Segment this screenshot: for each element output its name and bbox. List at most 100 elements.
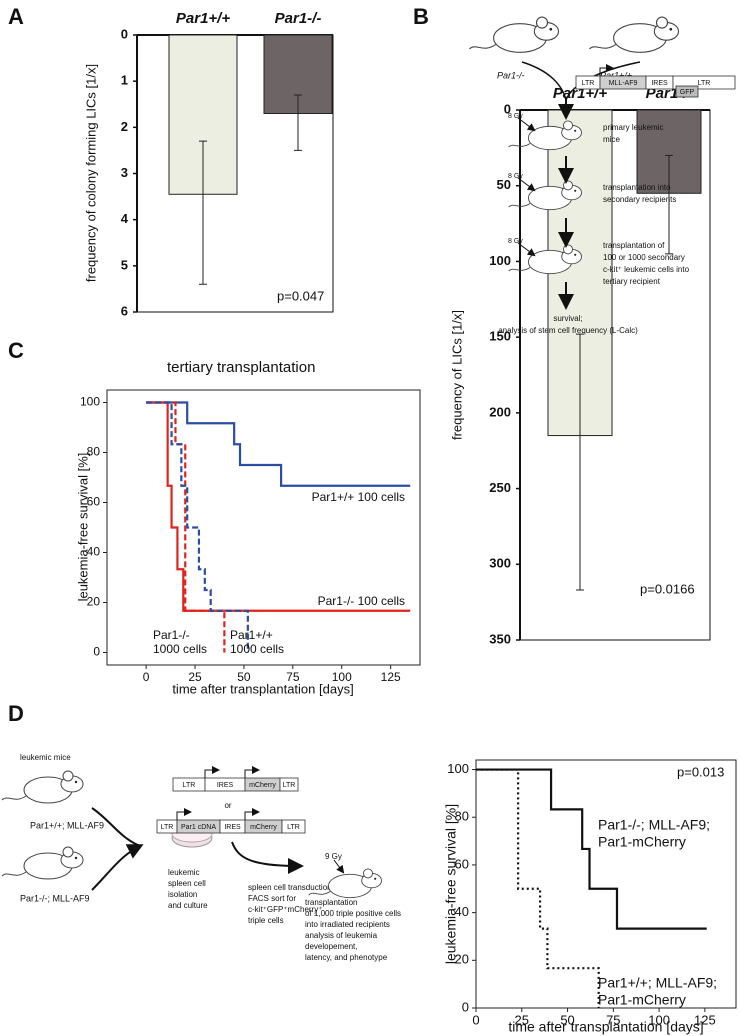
y-tick-label: 80 [87,445,101,459]
p-value: p=0.013 [677,764,724,779]
label: 100 or 1000 secondary [603,253,685,262]
construct-label: LTR [161,824,174,831]
y-tick-label: 60 [455,856,469,871]
x-tick-label: 25 [188,670,202,684]
construct-label: IRES [224,824,241,831]
y-tick-label: 5 [121,257,128,272]
mouse-tail [508,267,531,272]
curve-label: 1000 cells [230,642,284,656]
label: leukemic mice [20,753,71,762]
survival-curve [146,401,411,487]
y-tick-label: 0 [504,101,511,116]
category-label: Par1+/+ [176,10,230,27]
genotype-label: Par1-/- [497,70,525,80]
arrow [91,844,144,891]
mouse-eye [574,253,577,256]
mouse-ear [62,770,74,782]
y-tick-label: 100 [489,253,511,268]
construct-label: LTR [698,80,711,87]
construct-label: LTR [283,782,296,789]
label: tertiary recipient [603,277,661,286]
curve-label: Par1-mCherry [598,992,686,1008]
curve-label: Par1+/+ [230,628,273,642]
mouse-eye [549,27,553,31]
x-tick-label: 25 [515,1012,529,1027]
mouse-icon [508,180,582,211]
y-tick-label: 2 [121,119,128,134]
survival-curve [146,401,411,612]
y-tick-label: 0 [121,26,128,41]
mouse-tail [1,795,27,801]
mouse-icon [1,846,84,880]
error-bar [576,333,584,591]
survival-curve [476,768,600,1008]
y-tick-label: 40 [455,904,469,919]
arrow [91,807,141,847]
mouse-eye [574,189,577,192]
arrow [517,117,536,132]
dose-label: 9 Gy [325,852,342,861]
construct-label: LTR [582,80,595,87]
x-axis-label: time after transplantation [days] [508,1019,703,1035]
arrow [333,859,345,874]
y-tick-label: 40 [87,545,101,559]
mouse-tail [308,891,331,896]
genotype-label: Par1+/+; MLL-AF9 [30,820,104,830]
y-axis-label: frequency of colony forming LICs [1/x] [83,64,98,282]
label: analysis of leukemia [305,931,378,940]
y-tick-label: 20 [87,595,101,609]
dose-label: 8 Gy [508,173,523,180]
y-tick-label: 3 [121,165,128,180]
mouse-eye [74,780,78,784]
arrow [231,841,304,874]
survival-curve [476,768,707,930]
mouse-tail [508,143,531,148]
curve-label: Par1+/+; MLL-AF9; [598,975,717,991]
label: secondary recipients [603,195,676,204]
p-value: p=0.0166 [640,581,695,596]
label: mice [603,135,620,144]
y-tick-label: 50 [497,177,511,192]
promoter-arrow [204,766,220,778]
y-tick-label: 60 [87,495,101,509]
mouse-tail [1,871,27,877]
reporter-box [675,85,699,98]
construct-label: MLL-AF9 [609,80,638,87]
y-tick-label: 300 [489,556,511,571]
y-tick-label: 4 [121,211,129,226]
promoter-arrow [176,808,192,820]
category-label: Par1-/- [275,10,322,27]
x-tick-label: 100 [648,1012,670,1027]
mouse-eye [74,856,78,860]
x-tick-label: 125 [381,670,401,684]
label: isolation [168,890,197,899]
curve-label: Par1-/- [153,628,190,642]
panel-letter: A [8,4,24,29]
mouse-icon [469,16,560,53]
y-tick-label: 0 [462,999,469,1014]
mouse-eye [574,129,577,132]
label: or [224,801,231,810]
error-bar [294,94,302,151]
mouse-ear [363,868,373,879]
y-tick-label: 20 [455,952,469,967]
construct-label: Par1 cDNA [181,824,216,831]
curve-label: Par1-mCherry [598,834,686,850]
mouse-eye [374,877,377,880]
label: leukemic [168,868,200,877]
panel-letter: B [413,4,429,29]
mouse-ear [62,846,74,858]
label: spleen cell transduction [248,883,332,892]
mouse-eye [669,27,673,31]
y-axis-label: leukemia-free survival [%] [75,453,90,602]
label: primary leukemic [603,123,663,132]
label: c-kit⁺GFP⁺mCherry⁺ [248,905,322,914]
mouse-icon [1,770,84,804]
y-tick-label: 100 [447,761,469,776]
dose-label: 8 Gy [508,238,523,245]
x-tick-label: 100 [332,670,352,684]
x-tick-label: 125 [694,1012,716,1027]
construct-label: mCherry [249,782,276,789]
x-tick-label: 0 [472,1012,479,1027]
